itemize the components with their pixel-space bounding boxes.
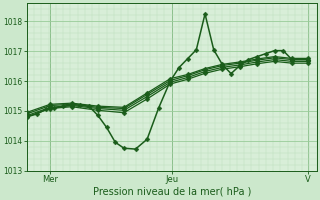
X-axis label: Pression niveau de la mer( hPa ): Pression niveau de la mer( hPa ): [92, 187, 251, 197]
